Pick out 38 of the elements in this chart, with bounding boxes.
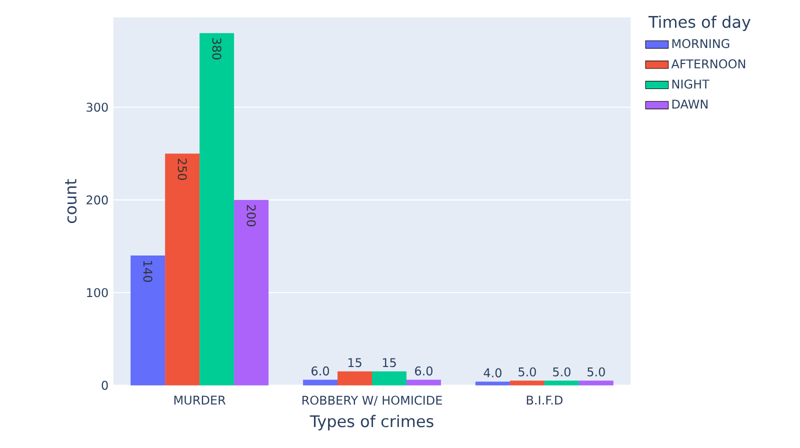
- legend-label: AFTERNOON: [671, 59, 746, 68]
- bar: [406, 380, 441, 386]
- x-axis-title: Types of crimes: [310, 414, 434, 430]
- bar: [372, 371, 406, 386]
- data-label: 250: [178, 158, 187, 180]
- bar: [234, 200, 269, 386]
- bar: [510, 380, 544, 386]
- x-tick-label: ROBBERY W/ HOMICIDE: [302, 396, 442, 406]
- bar: [130, 256, 166, 386]
- data-label: 5.0: [518, 367, 536, 376]
- data-label: 5.0: [553, 367, 570, 376]
- data-label: 15: [382, 358, 396, 368]
- x-tick-label: MURDER: [174, 396, 226, 405]
- y-tick-label: 100: [87, 288, 108, 298]
- bar: [338, 371, 372, 386]
- y-tick-label: 0: [102, 380, 108, 390]
- data-label: 6.0: [312, 366, 330, 376]
- legend-label: MORNING: [672, 39, 730, 48]
- data-label: 140: [143, 261, 152, 282]
- legend-title: Times of day: [648, 16, 751, 32]
- data-label: 4.0: [484, 368, 502, 378]
- data-label: 5.0: [588, 367, 605, 376]
- bar: [165, 154, 200, 386]
- data-label: 380: [212, 38, 222, 60]
- bar: [578, 380, 614, 386]
- bar: [303, 380, 338, 386]
- data-label: 15: [348, 358, 362, 368]
- legend-label: DAWN: [672, 100, 708, 109]
- data-label: 200: [246, 205, 256, 226]
- data-label: 6.0: [415, 366, 432, 376]
- bar: [475, 382, 510, 386]
- x-tick-label: B.I.F.D: [526, 396, 562, 404]
- y-axis-title: count: [65, 179, 77, 224]
- y-tick-label: 200: [86, 195, 108, 204]
- y-tick-label: 300: [86, 102, 108, 112]
- legend-label: NIGHT: [672, 80, 710, 89]
- bar: [200, 33, 234, 386]
- bar: [544, 380, 579, 386]
